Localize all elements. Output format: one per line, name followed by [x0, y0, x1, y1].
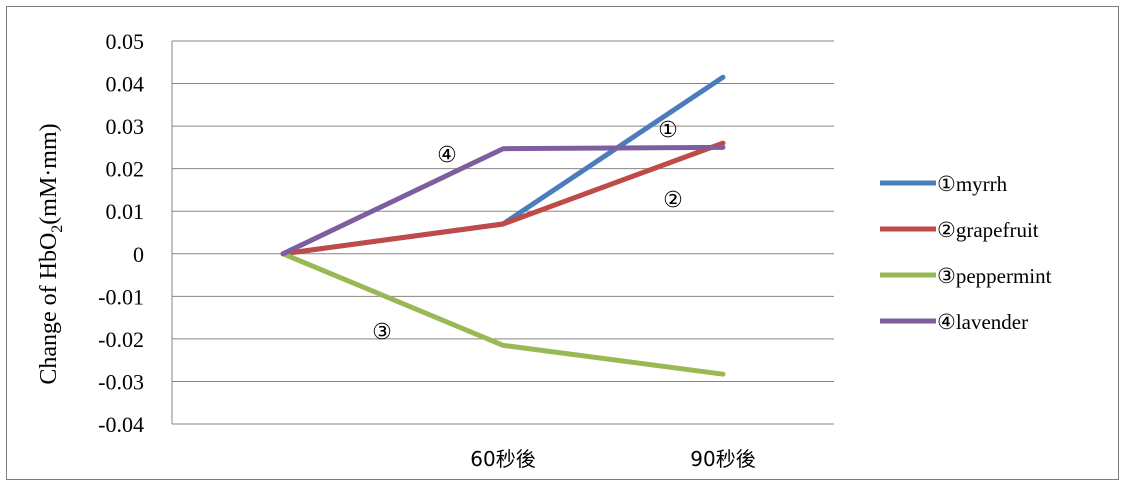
chart-frame — [6, 6, 1119, 480]
x-axis-ticks: 60秒後 90秒後 — [470, 447, 755, 471]
y-axis-ticks: 0.05 0.04 0.03 0.02 0.01 0 -0.01 -0.02 -0.03 -0.0… — [98, 29, 144, 437]
y-tick-label: -0.01 — [98, 284, 144, 309]
y-tick-label: -0.04 — [98, 412, 144, 437]
y-tick-label: -0.03 — [98, 369, 144, 394]
series-line-3 — [280, 144, 726, 257]
legend-entry-label: ②grapefruit — [937, 218, 1039, 242]
series-lines — [280, 74, 726, 377]
y-tick-label: 0.01 — [106, 199, 145, 224]
y-tick-label: 0.05 — [106, 29, 145, 54]
series-annotations: ① ② ③ ④ — [372, 118, 683, 345]
legend-entry-label: ③peppermint — [937, 264, 1052, 288]
legend-entry-label: ①myrrh — [937, 172, 1008, 196]
y-tick-label: 0 — [133, 242, 144, 267]
y-tick-label: 0.04 — [106, 72, 145, 97]
series-annotation: ③ — [372, 320, 392, 345]
y-tick-label: 0.03 — [106, 114, 145, 139]
x-tick-label: 60秒後 — [470, 447, 535, 471]
legend: ①myrrh ②grapefruit ③peppermint ④lavender — [880, 172, 1052, 334]
series-annotation: ② — [663, 188, 683, 213]
y-tick-label: 0.02 — [106, 157, 145, 182]
series-annotation: ④ — [437, 143, 457, 168]
legend-entry-label: ④lavender — [937, 310, 1028, 334]
series-line-1 — [280, 140, 726, 257]
y-tick-label: -0.02 — [98, 327, 144, 352]
gridlines — [171, 40, 834, 425]
x-tick-label: 90秒後 — [690, 447, 755, 471]
series-line-2 — [280, 251, 726, 377]
series-annotation: ① — [658, 118, 678, 143]
y-axis-title: Change of HbO2(mM·mm) — [36, 123, 66, 384]
